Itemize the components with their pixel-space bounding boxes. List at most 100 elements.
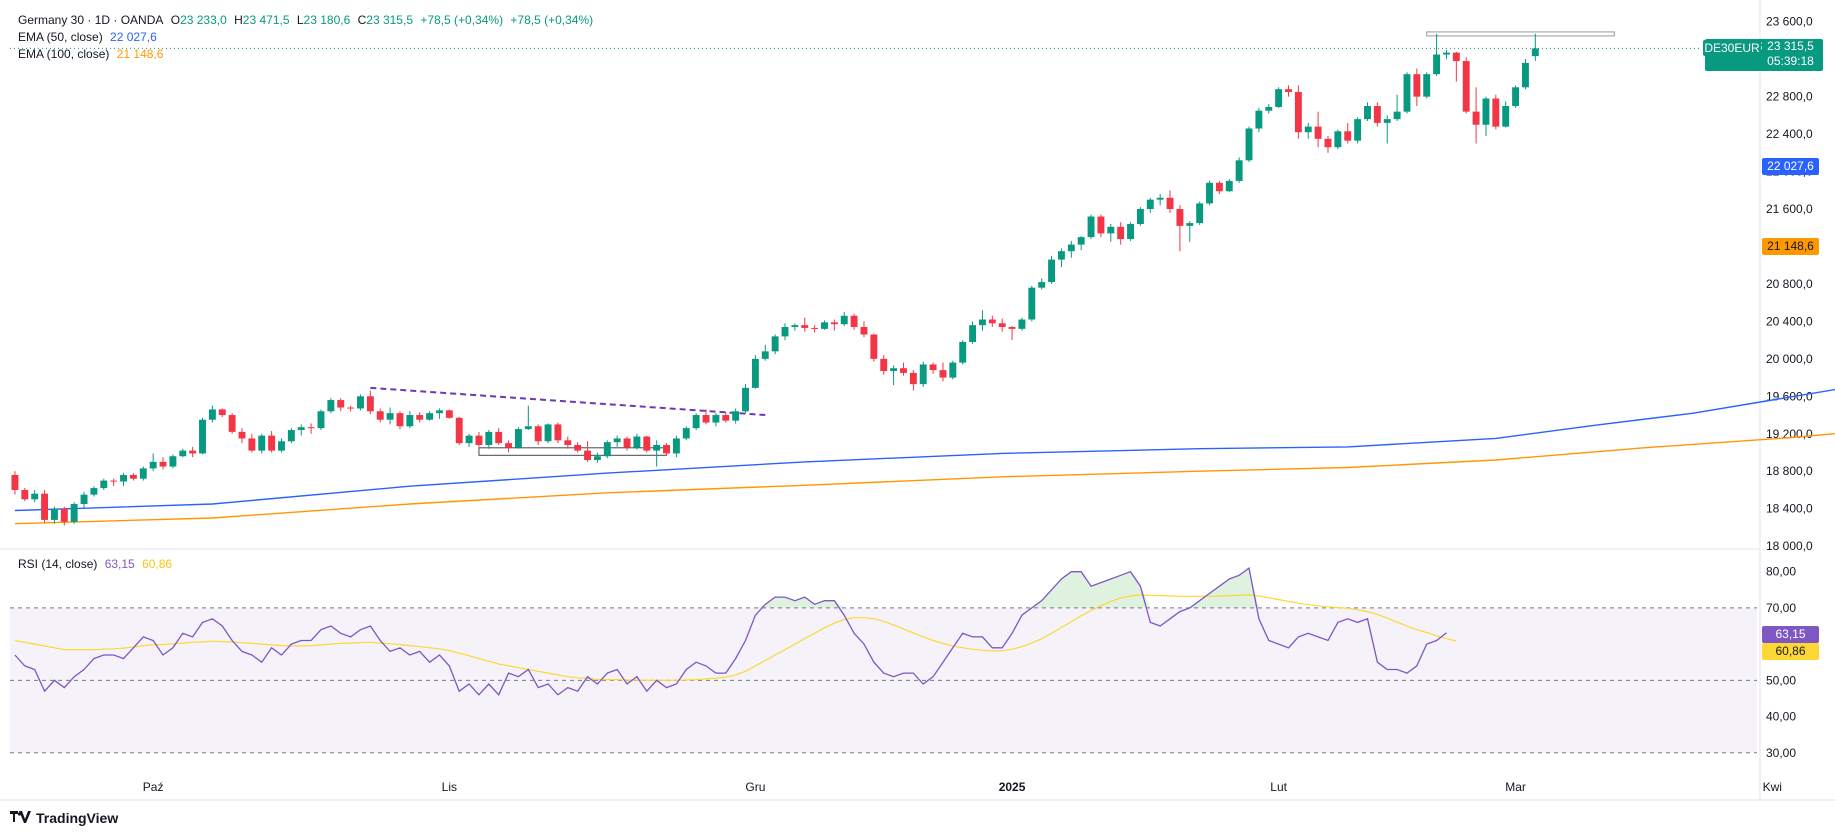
symbol-title: Germany 30 · 1D · OANDA bbox=[18, 13, 164, 27]
rsi-tick-label: 50,00 bbox=[1766, 673, 1796, 687]
candle-body bbox=[969, 325, 977, 342]
candle-body bbox=[287, 430, 295, 442]
candle-body bbox=[337, 400, 345, 408]
candle-body bbox=[682, 428, 690, 439]
candle-body bbox=[939, 370, 947, 378]
candle-body bbox=[909, 372, 917, 385]
candle-body bbox=[31, 493, 39, 500]
rsi-ma-axis-tag: 60,86 bbox=[1762, 643, 1819, 660]
candle-body bbox=[100, 480, 108, 489]
candle-body bbox=[1028, 287, 1036, 320]
candle-body bbox=[633, 436, 641, 448]
candle-body bbox=[801, 325, 809, 328]
brand-name: TradingView bbox=[36, 810, 119, 826]
candle-body bbox=[268, 435, 276, 451]
candle-body bbox=[860, 327, 868, 335]
ema50-legend[interactable]: EMA (50, close) 22 027,6 bbox=[18, 30, 161, 44]
candle-body bbox=[761, 351, 769, 359]
candle-body bbox=[959, 341, 967, 363]
candle-body bbox=[1087, 216, 1095, 238]
low-label: L bbox=[296, 13, 304, 27]
candle-body bbox=[80, 494, 88, 504]
candle-body bbox=[110, 480, 118, 482]
candle-body bbox=[544, 424, 552, 442]
candle-body bbox=[505, 443, 513, 448]
candle-body bbox=[21, 489, 29, 500]
candle-body bbox=[1502, 106, 1510, 127]
candle-body bbox=[426, 413, 434, 420]
high-value: 23 471,5 bbox=[242, 13, 290, 27]
candle-body bbox=[742, 387, 749, 412]
candle-body bbox=[396, 413, 404, 427]
candle-body bbox=[850, 315, 858, 328]
price-tick-label: 23 600,0 bbox=[1766, 15, 1813, 29]
candle-body bbox=[218, 409, 226, 416]
candle-body bbox=[1166, 197, 1174, 210]
candle-body bbox=[751, 358, 759, 388]
candle-body bbox=[179, 450, 187, 457]
candle-body bbox=[1314, 126, 1322, 139]
candle-body bbox=[534, 426, 542, 442]
symbol-legend: Germany 30 · 1D · OANDA O23 233,0 H23 47… bbox=[18, 13, 597, 27]
candle-body bbox=[278, 441, 285, 451]
candle-body bbox=[1334, 131, 1342, 148]
rsi-tick-label: 70,00 bbox=[1766, 601, 1796, 615]
candle-body bbox=[1275, 89, 1283, 107]
candle-body bbox=[455, 417, 463, 444]
candle-body bbox=[129, 474, 137, 479]
candle-body bbox=[1018, 319, 1026, 329]
rsi-legend[interactable]: RSI (14, close) 63,15 60,86 bbox=[18, 557, 176, 571]
open-value: 23 233,0 bbox=[180, 13, 227, 27]
candle-body bbox=[60, 508, 68, 522]
candle-body bbox=[623, 438, 631, 448]
high-label: H bbox=[234, 13, 243, 27]
candle-body bbox=[663, 444, 670, 454]
candle-body bbox=[1048, 259, 1056, 283]
candle-body bbox=[514, 429, 522, 448]
ema50-label: EMA (50, close) bbox=[18, 30, 103, 44]
candle-body bbox=[1462, 61, 1470, 112]
candle-body bbox=[357, 396, 364, 409]
price-tick-label: 18 400,0 bbox=[1766, 502, 1813, 516]
candle-body bbox=[1512, 87, 1520, 107]
candle-body bbox=[1077, 237, 1085, 245]
tradingview-brand[interactable]: TradingView bbox=[10, 810, 118, 826]
price-tag-symbol-box: DE30EUR bbox=[1703, 40, 1761, 56]
candle-body bbox=[1008, 327, 1016, 329]
candle-body bbox=[929, 364, 937, 371]
candle-body bbox=[1393, 111, 1401, 120]
ema100-value: 21 148,6 bbox=[116, 47, 164, 61]
candle-body bbox=[1423, 74, 1431, 97]
candle-body bbox=[1067, 244, 1075, 252]
rsi-line bbox=[14, 566, 1447, 696]
rsi-label: RSI (14, close) bbox=[18, 557, 98, 571]
candle-body bbox=[603, 442, 611, 457]
candle-body bbox=[811, 327, 819, 329]
candle-body bbox=[189, 450, 197, 454]
ema100-axis-tag: 21 148,6 bbox=[1762, 238, 1819, 255]
price-tick-label: 20 800,0 bbox=[1766, 277, 1813, 291]
rsi-axis-tag: 63,15 bbox=[1762, 626, 1819, 643]
candle-body bbox=[722, 415, 730, 421]
candle-body bbox=[1176, 209, 1184, 226]
trendline bbox=[370, 386, 766, 417]
candle-body bbox=[840, 315, 848, 325]
price-tick-label: 20 400,0 bbox=[1766, 314, 1813, 328]
rsi-tick-label: 30,00 bbox=[1766, 746, 1796, 760]
candle-body bbox=[208, 409, 216, 420]
rsi-overbought-fill bbox=[755, 597, 845, 608]
ema100-legend[interactable]: EMA (100, close) 21 148,6 bbox=[18, 47, 167, 61]
candle-body bbox=[732, 411, 740, 421]
candle-body bbox=[781, 327, 789, 337]
candle-body bbox=[821, 322, 828, 329]
candle-body bbox=[1383, 119, 1391, 123]
ema50-axis-value: 22 027,6 bbox=[1767, 159, 1814, 173]
candle-body bbox=[238, 431, 246, 439]
candle-body bbox=[1403, 74, 1411, 112]
close-label: C bbox=[357, 13, 367, 27]
time-tick-label: Mar bbox=[1505, 780, 1526, 794]
ema50-line bbox=[14, 388, 1835, 512]
candle-body bbox=[1443, 52, 1450, 55]
candle-body bbox=[672, 438, 680, 454]
